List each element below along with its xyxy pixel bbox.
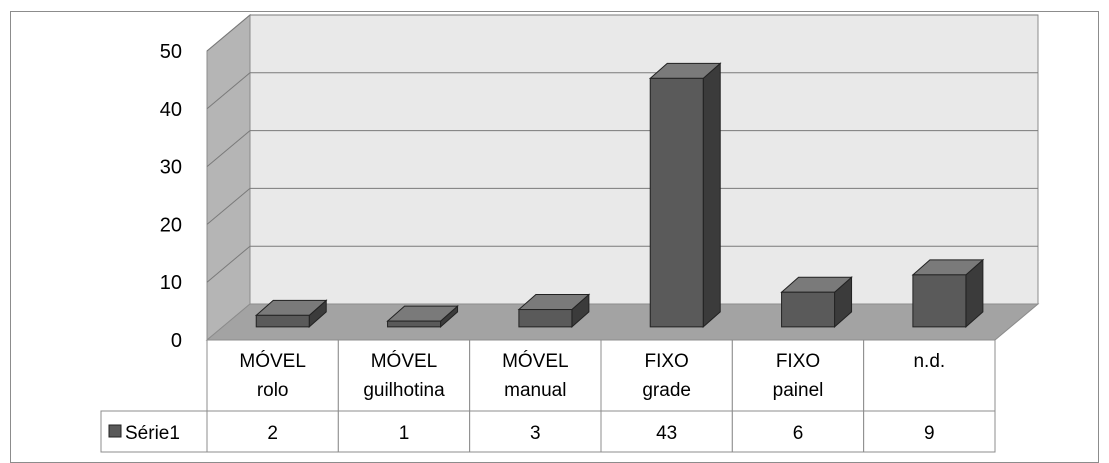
y-tick-label: 0	[171, 330, 182, 352]
gridlines	[206, 14, 1038, 283]
value-cell	[863, 410, 996, 453]
bar-front	[518, 309, 573, 328]
bar-front	[912, 274, 967, 328]
category-label: FIXO	[644, 351, 688, 372]
bar	[517, 293, 591, 328]
bar	[254, 299, 328, 328]
value-cell	[469, 410, 602, 453]
value-cell	[600, 410, 733, 453]
category-cell	[206, 339, 339, 412]
category-cell	[600, 339, 733, 412]
category-label: FIXO	[776, 351, 820, 372]
category-cell	[337, 339, 471, 412]
value-label: 2	[267, 423, 278, 444]
gridline	[206, 187, 1038, 225]
bar-front	[255, 314, 310, 328]
back-wall	[249, 14, 1039, 305]
value-label: 43	[656, 423, 677, 444]
value-label: 3	[530, 423, 541, 444]
gridline	[206, 72, 1038, 110]
category-label: n.d.	[913, 351, 945, 372]
value-label: 1	[399, 423, 410, 444]
y-tick-label: 20	[160, 214, 182, 236]
bars	[254, 62, 985, 328]
y-tick-label: 10	[160, 272, 182, 294]
bar	[780, 276, 853, 328]
category-label: guilhotina	[363, 380, 445, 401]
category-label: MÓVEL	[371, 350, 438, 372]
value-cell	[337, 410, 471, 453]
category-label: painel	[773, 380, 824, 401]
bar	[911, 258, 985, 328]
y-tick-label: 30	[160, 157, 182, 179]
legend-key	[108, 424, 122, 438]
y-tick-label: 40	[160, 99, 182, 121]
bar-side	[702, 62, 721, 328]
bar	[648, 62, 722, 328]
category-label: MÓVEL	[239, 350, 306, 372]
gridline	[206, 130, 1038, 167]
legend-series-name: Série1	[125, 423, 180, 444]
gridline	[206, 14, 1038, 52]
category-label: rolo	[257, 380, 289, 401]
category-label: grade	[642, 380, 691, 401]
bar-front	[781, 291, 836, 328]
bar	[386, 304, 459, 328]
category-label: manual	[504, 380, 566, 401]
category-cell	[863, 339, 996, 412]
category-cell	[469, 339, 602, 412]
value-cell	[206, 410, 339, 453]
y-tick-label: 50	[160, 41, 182, 63]
bar-front	[649, 77, 704, 328]
data-table: MÓVEL rolo MÓVEL guilhotina MÓVEL manual FIXO g…	[100, 339, 996, 453]
gridline	[206, 245, 1038, 283]
category-label: MÓVEL	[502, 350, 569, 372]
value-label: 9	[924, 423, 935, 444]
value-label: 6	[793, 423, 804, 444]
y-axis-ticks: 0 10 20 30 40 50	[160, 41, 182, 352]
value-cell	[731, 410, 865, 453]
side-wall	[206, 13, 251, 342]
bar-front	[387, 320, 442, 328]
category-cell	[731, 339, 865, 412]
